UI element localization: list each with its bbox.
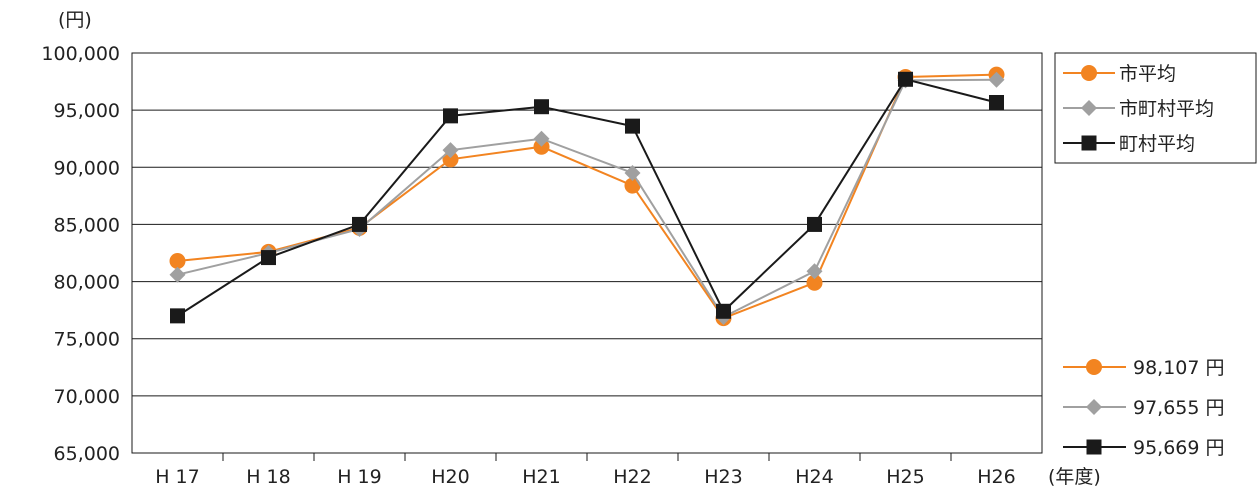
data-point [625,118,640,134]
x-unit-label: (年度) [1048,466,1101,488]
end-legend-marker [1086,399,1102,415]
end-value-label: 98,107 円 [1133,357,1225,379]
data-point [169,253,186,269]
data-point [352,216,367,232]
data-point [170,308,185,324]
y-tick-label: 85,000 [54,214,120,236]
data-point [169,266,186,283]
x-tick-label: H26 [977,466,1015,488]
end-value-label: 97,655 円 [1133,397,1225,419]
y-tick-label: 100,000 [41,43,120,65]
y-unit-label: (円) [58,9,92,31]
data-point [989,94,1004,110]
y-tick-label: 80,000 [54,272,120,294]
data-point [442,142,459,159]
gridlines [132,52,1042,397]
y-tick-label: 90,000 [54,157,120,179]
series-line [176,78,997,317]
data-point [624,177,641,194]
data-point [624,165,641,181]
data-point [806,274,823,291]
end-value-label: 95,669 円 [1133,437,1225,459]
x-tick-label: H20 [431,466,469,488]
data-point [533,130,550,147]
data-point [442,151,459,168]
data-point [898,71,913,87]
data-point [534,99,549,115]
x-tick-label: H 17 [155,466,200,488]
data-point [716,303,731,319]
data-point [807,216,822,232]
end-legend-marker [1086,439,1102,455]
series-group [169,66,1005,327]
end-value-legend: 98,107 円 97,655 円 95,669 円 [1063,357,1225,459]
legend-marker [1081,135,1097,151]
legend-label: 町村平均 [1119,133,1195,155]
x-tick-label: H 18 [246,466,291,488]
x-tick-label: H 19 [337,466,382,488]
axes: 65,000 70,000 75,000 80,000 85,000 90,000 95,0… [41,43,1043,488]
legend-marker [1081,65,1097,81]
series-line [177,73,997,320]
x-tick-label: H23 [704,466,742,488]
x-tick-label: H25 [886,466,924,488]
legend-label: 市町村平均 [1119,98,1214,120]
data-point [806,263,823,280]
x-tick-label: H22 [613,466,651,488]
data-point [261,250,276,266]
x-tick-label: H24 [795,466,833,488]
y-tick-label: 75,000 [54,329,120,351]
data-point [988,71,1005,88]
y-tick-label: 70,000 [54,386,120,408]
data-point [443,108,458,124]
x-tick-label: H21 [522,466,560,488]
end-legend-marker [1086,359,1102,375]
y-tick-label: 65,000 [54,443,120,465]
y-tick-label: 95,000 [54,100,120,122]
legend-label: 市平均 [1119,63,1176,85]
legend-marker [1081,100,1097,116]
